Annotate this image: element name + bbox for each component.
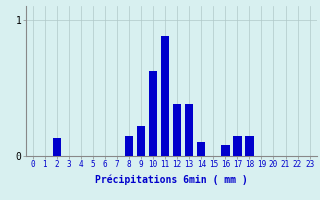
Bar xyxy=(137,126,145,156)
Bar xyxy=(161,36,169,156)
Bar xyxy=(221,145,229,156)
Bar xyxy=(185,104,194,156)
Bar xyxy=(233,136,242,156)
Bar xyxy=(53,138,61,156)
Bar xyxy=(245,136,254,156)
Bar xyxy=(197,142,205,156)
Bar xyxy=(149,71,157,156)
Bar xyxy=(173,104,181,156)
Bar xyxy=(125,136,133,156)
X-axis label: Précipitations 6min ( mm ): Précipitations 6min ( mm ) xyxy=(95,175,248,185)
